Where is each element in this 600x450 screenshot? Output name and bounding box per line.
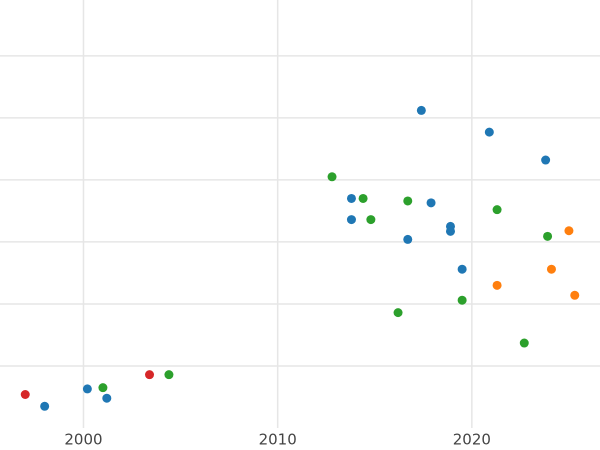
x-tick-label: 2000 [64, 431, 102, 449]
data-point [564, 226, 574, 236]
data-point [346, 215, 356, 225]
data-point [145, 370, 155, 380]
data-point [492, 205, 502, 215]
data-points [20, 105, 580, 411]
grid [0, 0, 600, 428]
data-point [416, 105, 426, 115]
data-point [457, 264, 467, 274]
data-point [403, 234, 413, 244]
data-point [346, 193, 356, 203]
data-point [82, 384, 92, 394]
data-point [327, 172, 337, 182]
data-point [20, 390, 30, 400]
data-point [543, 231, 553, 241]
x-tick-label: 2010 [259, 431, 297, 449]
data-point [426, 198, 436, 208]
data-point [445, 226, 455, 236]
x-tick-label: 2020 [453, 431, 491, 449]
data-point [164, 370, 174, 380]
data-point [393, 308, 403, 318]
data-point [366, 215, 376, 225]
data-point [570, 290, 580, 300]
data-point [40, 401, 50, 411]
data-point [98, 383, 108, 393]
x-axis-ticks: 2000 2010 2020 [64, 431, 491, 449]
data-point [403, 196, 413, 206]
data-point [541, 155, 551, 165]
data-point [484, 127, 494, 137]
data-point [457, 295, 467, 305]
data-point [546, 264, 556, 274]
data-point [492, 280, 502, 290]
data-point [519, 338, 529, 348]
data-point [102, 393, 112, 403]
data-point [358, 193, 368, 203]
